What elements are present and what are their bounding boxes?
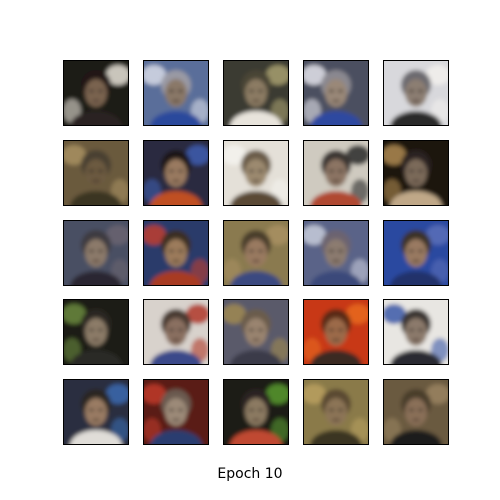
generated-face-image [64,380,128,444]
sample-r2-c5 [383,140,449,206]
generated-face-image [144,61,208,125]
sample-r4-c5 [383,299,449,365]
generated-face-image [144,141,208,205]
generated-face-image [144,300,208,364]
generated-face-image [64,221,128,285]
sample-r4-c2 [143,299,209,365]
sample-r4-c3 [223,299,289,365]
sample-r3-c2 [143,220,209,286]
figure-caption: Epoch 10 [217,466,283,482]
generated-face-image [304,380,368,444]
sample-r3-c1 [63,220,129,286]
generated-face-image [224,300,288,364]
generated-face-image [224,380,288,444]
sample-r3-c4 [303,220,369,286]
generated-face-image [64,141,128,205]
sample-r1-c2 [143,60,209,126]
sample-r1-c5 [383,60,449,126]
generated-face-image [384,61,448,125]
sample-r4-c4 [303,299,369,365]
generated-face-image [384,300,448,364]
generated-face-image [304,141,368,205]
sample-r3-c3 [223,220,289,286]
sample-r3-c5 [383,220,449,286]
sample-r1-c1 [63,60,129,126]
sample-r1-c3 [223,60,289,126]
sample-r5-c3 [223,379,289,445]
generated-face-image [64,300,128,364]
generated-face-image [224,141,288,205]
sample-r2-c1 [63,140,129,206]
sample-r1-c4 [303,60,369,126]
sample-r5-c1 [63,379,129,445]
generated-face-image [224,221,288,285]
sample-r5-c2 [143,379,209,445]
generated-face-image [144,221,208,285]
sample-r2-c2 [143,140,209,206]
generated-face-image [304,61,368,125]
sample-r2-c3 [223,140,289,206]
generated-face-image [384,380,448,444]
generated-face-image [304,221,368,285]
generated-face-image [224,61,288,125]
generated-face-image [384,221,448,285]
generated-face-image [384,141,448,205]
sample-r5-c5 [383,379,449,445]
generated-face-image [304,300,368,364]
sample-r2-c4 [303,140,369,206]
generated-face-image [144,380,208,444]
sample-r5-c4 [303,379,369,445]
generated-face-image [64,61,128,125]
sample-r4-c1 [63,299,129,365]
